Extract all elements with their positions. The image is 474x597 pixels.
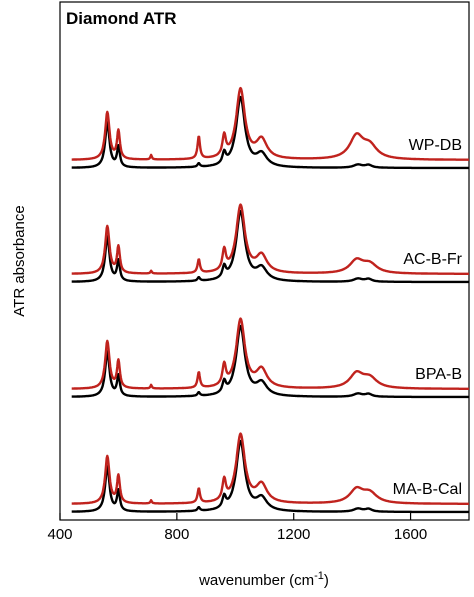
series-label: WP-DB xyxy=(409,137,462,154)
x-tick-label: 1200 xyxy=(277,526,310,543)
x-axis-label-end: ) xyxy=(324,572,329,589)
spectrum-red-bpa-b xyxy=(71,317,470,390)
spectrum-red-ac-b-fr xyxy=(71,203,470,275)
x-axis-label-sup: -1 xyxy=(314,570,324,582)
plot-frame xyxy=(59,1,470,521)
x-axis-label: wavenumber (cm-1) xyxy=(198,570,329,589)
x-tick-label: 800 xyxy=(164,526,189,543)
chart-title: Diamond ATR xyxy=(66,9,177,28)
series-labels: WP-DB AC-B-Fr BPA-B MA-B-Cal xyxy=(393,137,463,498)
spectra-traces xyxy=(71,86,470,514)
x-axis-ticks: 400 800 1200 1600 xyxy=(47,513,427,543)
spectrum-black-wp-db xyxy=(71,95,470,170)
series-label: BPA-B xyxy=(415,366,462,383)
x-tick-label: 1600 xyxy=(394,526,427,543)
spectrum-red-ma-b-cal xyxy=(71,432,470,505)
spectrum-black-ac-b-fr xyxy=(71,209,470,284)
series-label: AC-B-Fr xyxy=(403,251,462,268)
spectrum-red-wp-db xyxy=(71,86,470,161)
spectrum-black-ma-b-cal xyxy=(71,439,470,514)
x-tick-label: 400 xyxy=(47,526,72,543)
y-axis-label: ATR absorbance xyxy=(11,205,28,316)
series-label: MA-B-Cal xyxy=(393,481,462,498)
spectrum-black-bpa-b xyxy=(71,324,470,399)
x-axis-label-main: wavenumber (cm xyxy=(198,572,314,589)
